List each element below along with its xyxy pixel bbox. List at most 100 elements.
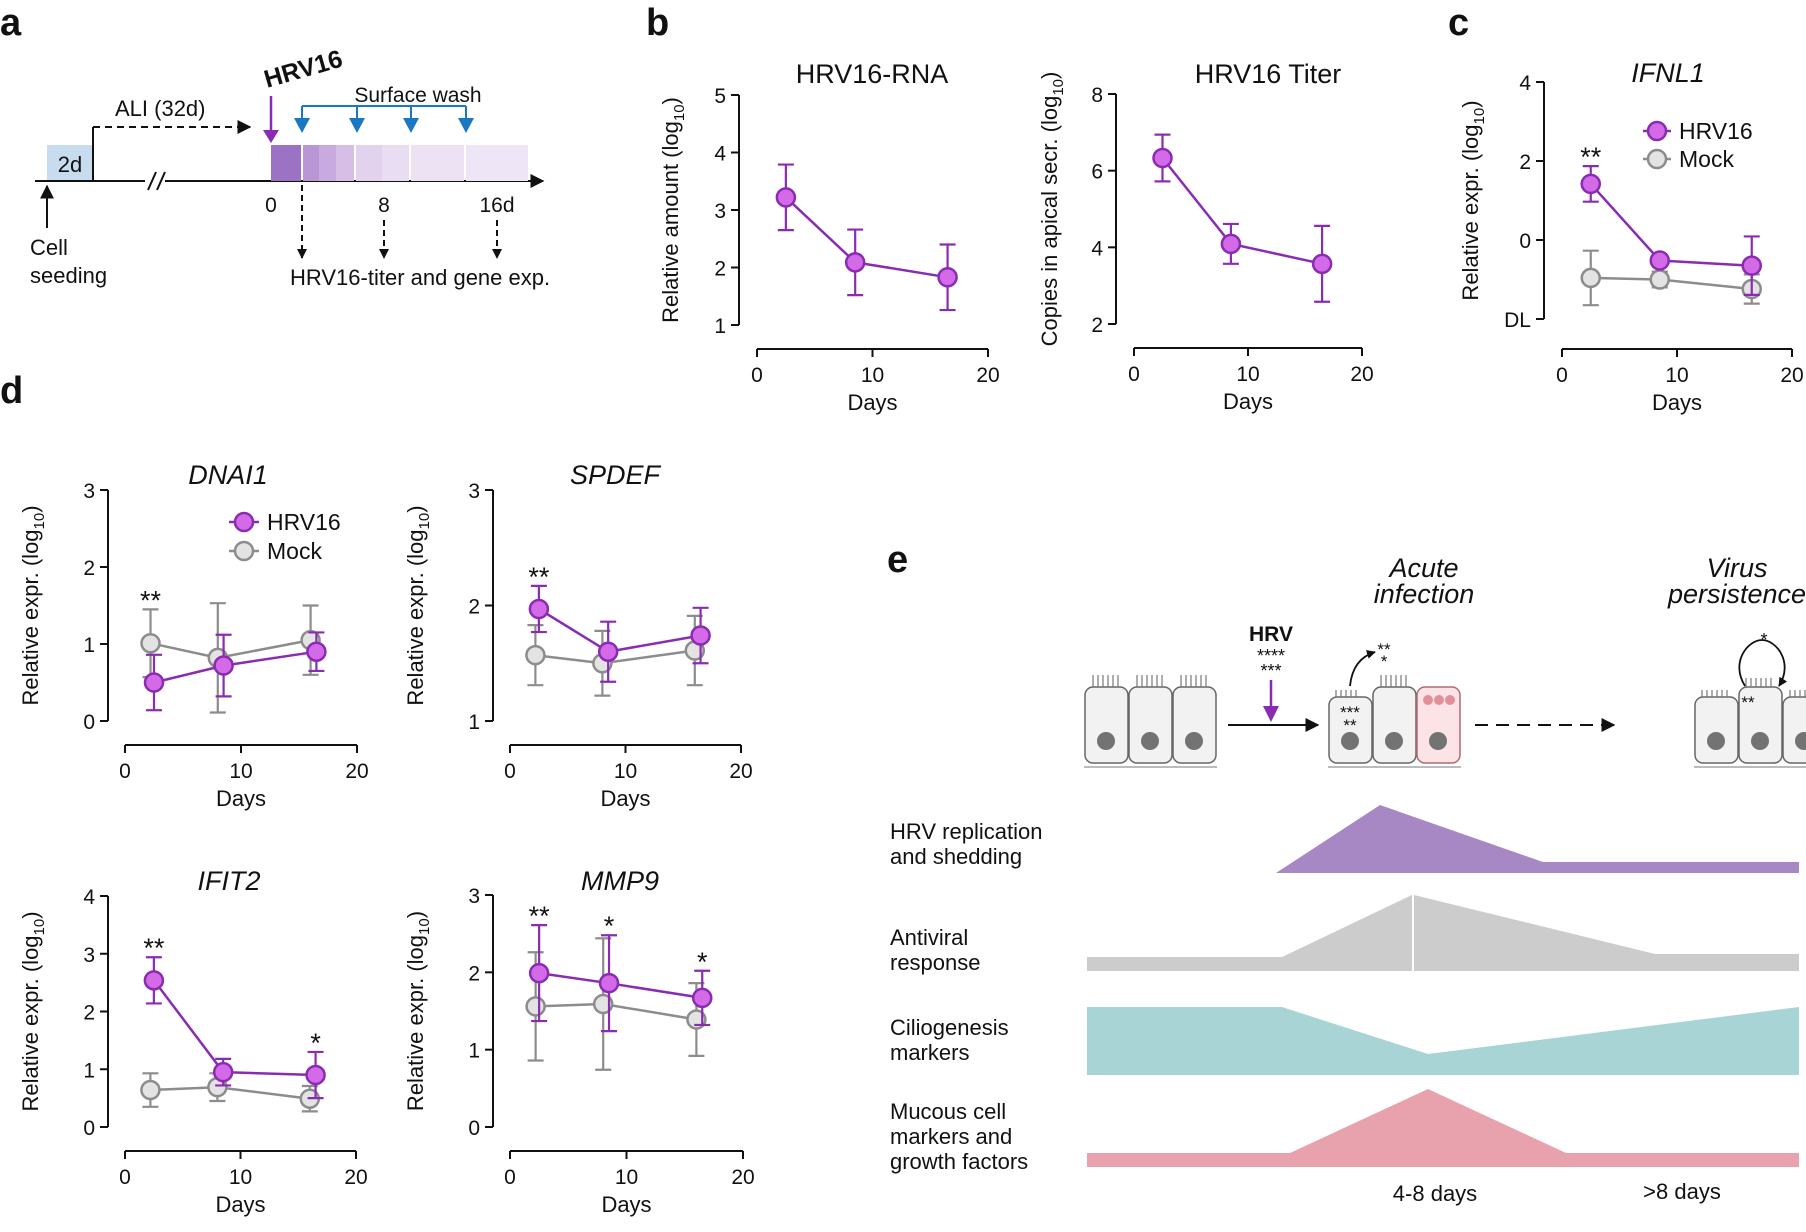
label-surface-wash: Surface wash — [354, 84, 481, 107]
cell-nucleus — [1707, 732, 1725, 750]
series-hrv16 — [528, 584, 711, 683]
y-tick-label: 1 — [468, 711, 480, 734]
data-point — [844, 252, 866, 273]
y-tick-label: 2 — [468, 962, 480, 985]
y-tick-label: 1 — [714, 315, 726, 338]
infected-cell-stars-2: ** — [1343, 716, 1357, 735]
ali-2d-box — [47, 145, 93, 182]
y-tick-label: 3 — [714, 200, 726, 223]
cell-nucleus — [1141, 732, 1159, 750]
cilia — [1701, 678, 1806, 697]
data-point — [1649, 269, 1670, 290]
x-tick-label: 10 — [861, 364, 884, 387]
cilia — [1092, 675, 1207, 687]
data-point — [143, 672, 165, 693]
x-tick-label: 20 — [729, 760, 752, 783]
panel-label-e: e — [887, 539, 908, 581]
wash-arrow-2 — [349, 118, 365, 133]
legend-marker-hrv16 — [1646, 120, 1668, 142]
y-tick-label: 2 — [714, 258, 726, 281]
data-point — [305, 1064, 326, 1086]
panel-label-c: c — [1448, 2, 1469, 44]
data-point — [528, 598, 550, 620]
y-tick-label: 4 — [1519, 72, 1531, 95]
gradient-seg-4 — [336, 145, 354, 181]
panel-label-b: b — [646, 2, 669, 44]
legend-label-hrv16: HRV16 — [1679, 118, 1753, 144]
hrv16-arrow-head — [263, 130, 279, 143]
y-axis-label: Relative expr. (log10) — [18, 911, 48, 1111]
x-axis-label: Days — [600, 786, 650, 811]
wash-arrow-1 — [294, 118, 310, 133]
gradient-seg-7 — [411, 145, 464, 181]
ciliated-cell — [1782, 696, 1806, 764]
y-tick-label: 4 — [714, 143, 726, 166]
label-virus: Virus — [1706, 553, 1767, 583]
significance-marker: ** — [529, 901, 551, 931]
band-mucous — [1087, 1089, 1799, 1167]
series-hrv16 — [1580, 165, 1762, 297]
x-tick-label: 10 — [1236, 363, 1259, 386]
y-tick-label: 1 — [83, 634, 95, 657]
y-axis-label: Relative expr. (log10) — [403, 911, 433, 1111]
y-tick-label: 3 — [468, 885, 480, 908]
y-tick-label: 5 — [714, 85, 726, 108]
cell-nucleus — [1097, 732, 1115, 750]
persistence-cycle-arrow — [1738, 639, 1788, 687]
y-tick-label: 0 — [83, 711, 95, 734]
band-antiviral-right — [1414, 895, 1799, 971]
y-tick-label: 2 — [1519, 151, 1531, 174]
wash-arrow-3 — [403, 118, 419, 133]
persistence-star: * — [1760, 630, 1767, 650]
y-tick-label: 4 — [83, 886, 95, 909]
series-line — [1589, 183, 1752, 267]
data-point — [690, 625, 711, 646]
y-tick-label: 1 — [468, 1040, 480, 1063]
chart-title: IFIT2 — [197, 866, 260, 896]
x-tick-label: 10 — [1665, 364, 1688, 387]
gradient-seg-6 — [382, 145, 409, 181]
cell-nucleus — [1751, 732, 1769, 750]
legend-label-mock: Mock — [1679, 146, 1734, 172]
x-tick-label: 0 — [504, 760, 516, 783]
series-line — [150, 1085, 310, 1100]
legend-label-mock: Mock — [267, 538, 322, 564]
data-point — [598, 972, 620, 994]
series-mock — [1580, 249, 1762, 307]
data-point — [306, 641, 327, 662]
label-hrv: HRV — [1249, 623, 1293, 646]
legend-label-hrv16: HRV16 — [267, 509, 341, 535]
significance-marker: ** — [1580, 142, 1602, 172]
panel-e-model: Acute infection Virus persistence HRV **… — [890, 553, 1806, 1206]
band-antiviral-left — [1087, 895, 1412, 971]
data-point — [143, 970, 165, 991]
band-label-antiviral-2: response — [890, 950, 981, 975]
cell-nucleus — [1385, 732, 1403, 750]
label-infection: infection — [1374, 579, 1475, 609]
data-point — [213, 655, 234, 676]
release-stars-1: ** — [1377, 640, 1391, 659]
chart-title: DNAI1 — [188, 460, 268, 490]
series-line — [152, 979, 316, 1077]
epithelium-acute: *** ** ** * — [1328, 640, 1461, 768]
band-ciliogenesis — [1087, 1007, 1799, 1075]
band-label-replication-2: and shedding — [890, 844, 1022, 869]
series-hrv16 — [528, 924, 713, 1033]
series-hrv16 — [775, 163, 958, 312]
data-point — [1311, 253, 1333, 275]
y-axis-label: Relative expr. (log10) — [18, 505, 48, 705]
timeline-tick-0: 0 — [265, 194, 277, 217]
band-label-antiviral-1: Antiviral — [890, 925, 968, 950]
series-line — [153, 650, 317, 684]
axis-break-1 — [147, 171, 157, 191]
data-point — [525, 644, 546, 666]
data-point — [775, 187, 797, 208]
series-mock — [525, 937, 707, 1071]
x-axis-label: Days — [215, 1192, 265, 1217]
chart-ifnl1: DL 0 2 4 0 10 20 Days Relative expr. (log10) IFNL… — [1458, 58, 1804, 415]
x-tick-label: 10 — [615, 1166, 638, 1189]
series-line — [785, 196, 948, 279]
legend-panel-c: HRV16 Mock — [1643, 118, 1753, 172]
x-tick-label: 0 — [1556, 364, 1568, 387]
